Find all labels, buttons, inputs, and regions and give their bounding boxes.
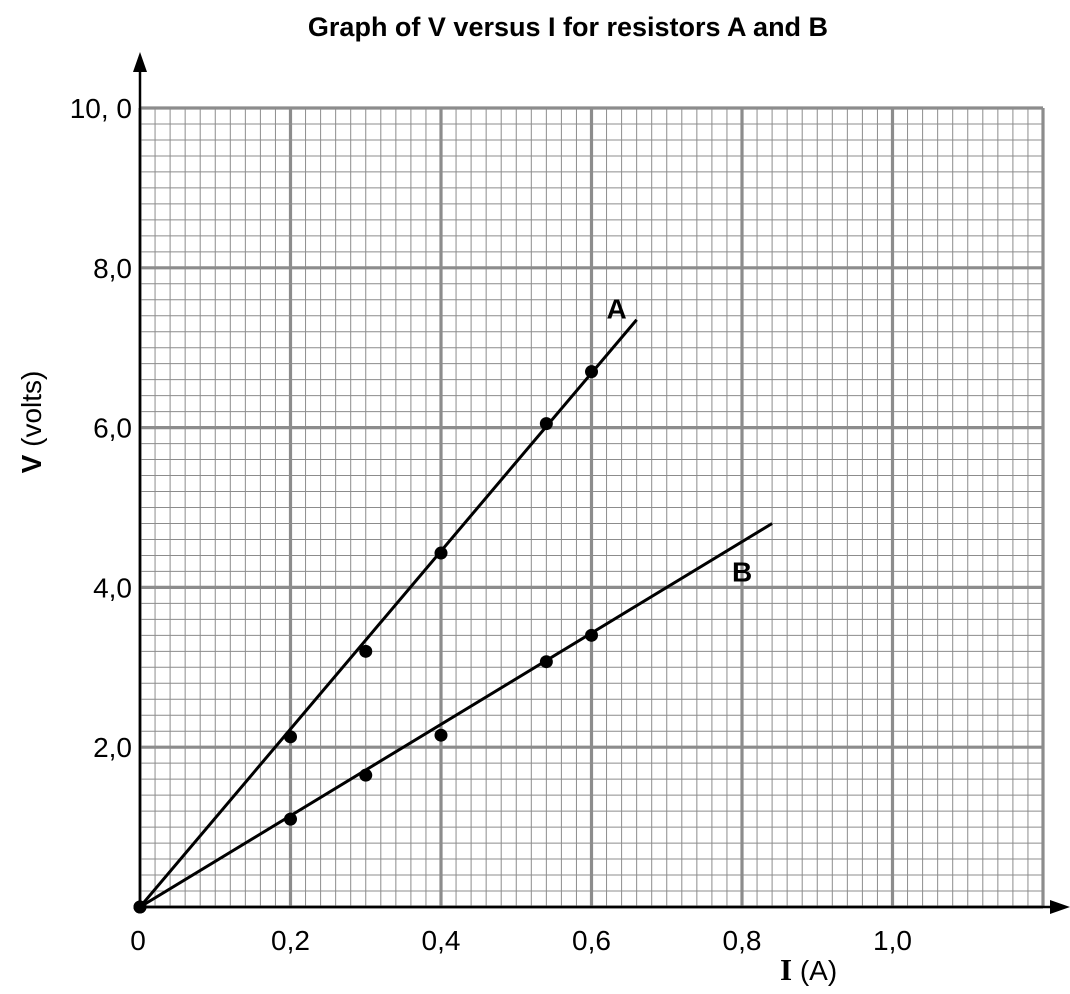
- y-tick-label: 10, 0: [70, 93, 132, 124]
- x-tick-label: 0,6: [572, 925, 611, 956]
- series-a-point: [539, 417, 553, 431]
- y-tick-label: 6,0: [93, 413, 132, 444]
- series-a-line: [138, 318, 638, 908]
- series-b-point: [434, 728, 448, 742]
- series-a-point: [359, 644, 373, 658]
- x-axis-label: I (A): [780, 952, 837, 987]
- series-a-label: A: [607, 294, 627, 325]
- x-tick-label: 1,0: [873, 925, 912, 956]
- series-b-line: [139, 522, 773, 909]
- y-tick-label: 4,0: [93, 572, 132, 603]
- series-b-point: [133, 900, 147, 914]
- y-tick-label: 2,0: [93, 732, 132, 763]
- y-axis-arrowhead: [133, 52, 147, 72]
- series-a-point: [434, 546, 448, 560]
- x-tick-label: 0,2: [271, 925, 310, 956]
- x-axis-unit: (A): [792, 955, 837, 986]
- x-tick-label: 0,8: [723, 925, 762, 956]
- series-b-point: [539, 655, 553, 669]
- series-b-point: [585, 628, 598, 642]
- origin-tick-label: 0: [130, 925, 146, 956]
- data-series: AB: [133, 294, 773, 914]
- series-a-point: [585, 365, 598, 379]
- series-b-point: [359, 768, 373, 782]
- x-axis-arrowhead: [1050, 900, 1070, 914]
- plot-grid: [138, 106, 1045, 909]
- y-tick-label: 8,0: [93, 253, 132, 284]
- y-axis-unit: (volts): [16, 371, 47, 455]
- axes: [133, 52, 1070, 914]
- y-axis-symbol: V: [16, 454, 47, 473]
- x-axis-symbol: I: [780, 952, 792, 987]
- series-b-point: [284, 812, 297, 826]
- y-axis-label: V (volts): [16, 371, 47, 474]
- chart-title: Graph of V versus I for resistors A and …: [308, 12, 828, 42]
- tick-labels: 0,2 0,4 0,6 0,8 1,0 2,0 4,0 6,0 8,0 10, 0 0: [70, 93, 912, 956]
- x-tick-label: 0,4: [422, 925, 461, 956]
- series-a-point: [284, 730, 297, 744]
- series-b-label: B: [732, 556, 752, 587]
